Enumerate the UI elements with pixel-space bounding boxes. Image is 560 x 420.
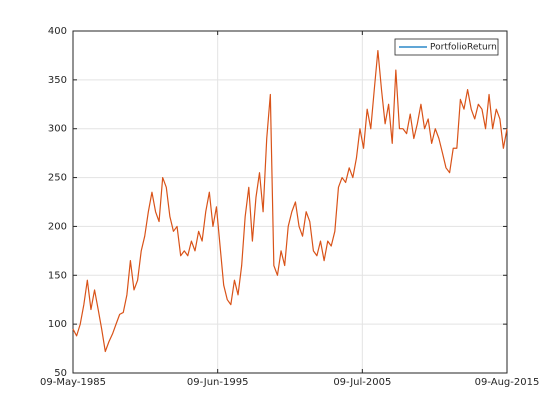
legend-label: PortfolioReturn bbox=[430, 43, 497, 53]
y-tick-label: 350 bbox=[48, 75, 67, 86]
y-tick-label: 150 bbox=[48, 270, 67, 281]
y-tick-label: 250 bbox=[48, 173, 67, 184]
y-tick-label: 50 bbox=[54, 368, 67, 379]
x-tick-label: 09-Jun-1995 bbox=[187, 377, 249, 388]
y-tick-label: 400 bbox=[48, 26, 67, 37]
y-tick-label: 200 bbox=[48, 221, 67, 232]
x-tick-label: 09-Jul-2005 bbox=[333, 377, 391, 388]
axes-box bbox=[72, 30, 508, 374]
x-tick-label: 09-Aug-2015 bbox=[475, 377, 540, 388]
plot-area bbox=[73, 31, 507, 373]
y-tick-label: 100 bbox=[48, 319, 67, 330]
data-line bbox=[72, 49, 508, 353]
y-tick-label: 300 bbox=[48, 124, 67, 135]
legend-box bbox=[394, 38, 499, 56]
x-tick-label: 09-May-1985 bbox=[40, 377, 106, 388]
